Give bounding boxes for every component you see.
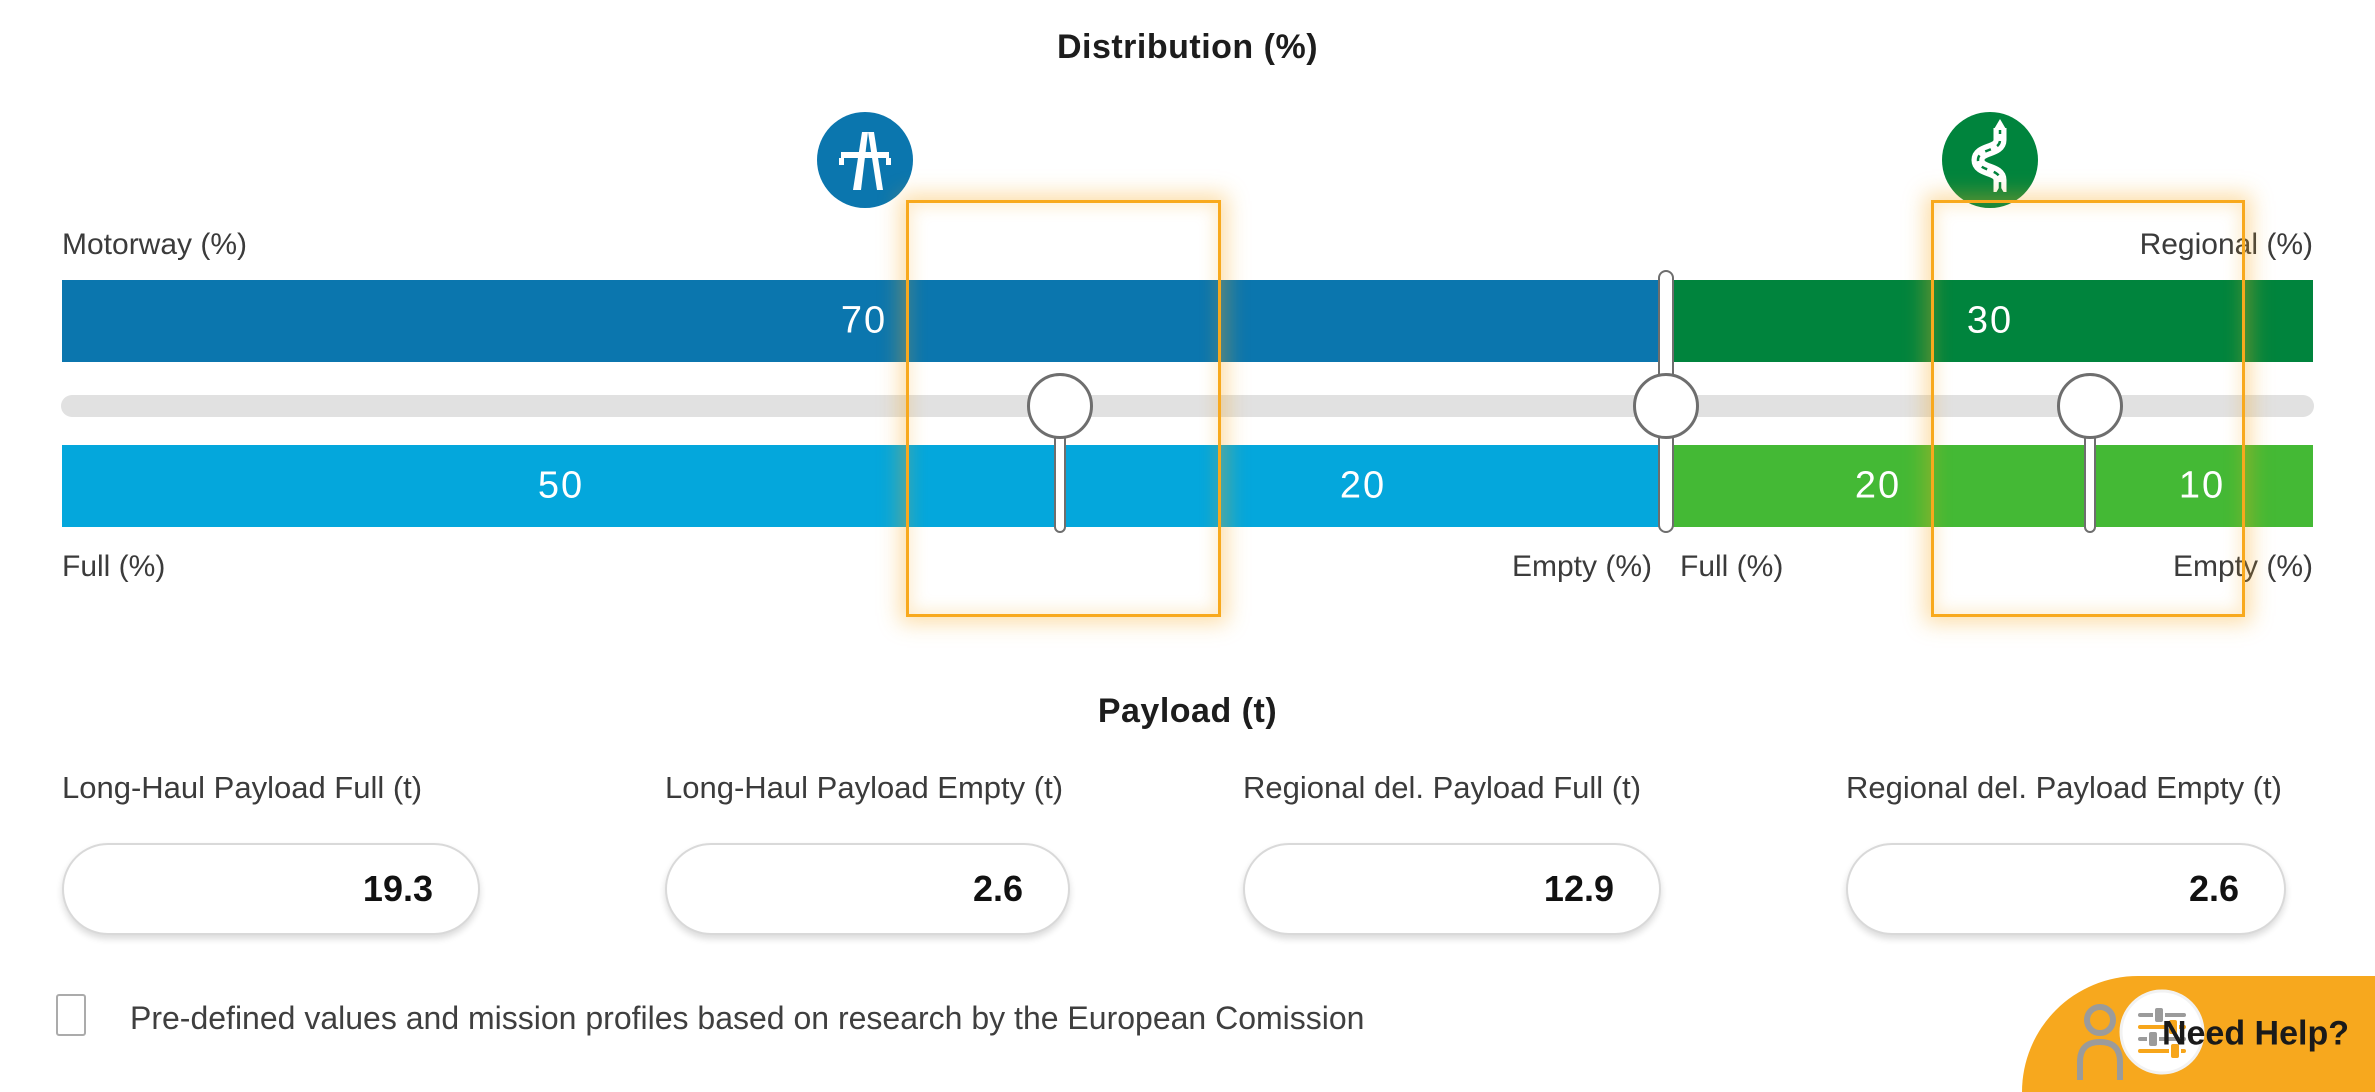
distribution-bar-bottom xyxy=(62,445,2313,527)
distribution-bar-top xyxy=(62,280,2313,362)
regional-full-value: 20 xyxy=(1854,464,1902,507)
need-help-label: Need Help? xyxy=(2161,1014,2349,1053)
regional-focus-highlight xyxy=(1931,200,2245,617)
motorway-full-value: 50 xyxy=(537,464,585,507)
predefined-values-label: Pre-defined values and mission profiles … xyxy=(130,1000,1365,1036)
motorway-full-empty-handle-knob[interactable] xyxy=(1027,373,1093,439)
predefined-values-checkbox[interactable] xyxy=(56,994,86,1036)
longhaul-payload-full-label: Long-Haul Payload Full (t) xyxy=(62,770,423,805)
motorway-full-label: Full (%) xyxy=(62,550,166,583)
motorway-share-value: 70 xyxy=(840,299,888,342)
regional-share-segment xyxy=(1666,280,2313,362)
regional-road-icon-glyph xyxy=(1971,119,2007,198)
motorway-empty-value: 20 xyxy=(1339,464,1387,507)
regional-payload-full-label: Regional del. Payload Full (t) xyxy=(1243,770,1642,805)
slider-track[interactable] xyxy=(61,395,2314,417)
longhaul-payload-empty-label: Long-Haul Payload Empty (t) xyxy=(665,770,1064,805)
payload-title: Payload (t) xyxy=(1097,692,1278,730)
distribution-title: Distribution (%) xyxy=(1056,28,1319,66)
regional-full-empty-handle-knob[interactable] xyxy=(2057,373,2123,439)
motorway-share-segment xyxy=(62,280,1666,362)
motorway-percent-label: Motorway (%) xyxy=(62,228,248,261)
regional-payload-empty-input[interactable] xyxy=(1846,843,2286,935)
regional-road-icon xyxy=(1942,112,2038,208)
motorway-icon xyxy=(817,112,913,208)
regional-full-empty-segment xyxy=(1666,445,2313,527)
regional-full-label: Full (%) xyxy=(1680,550,1784,583)
motorway-icon-glyph xyxy=(839,132,891,190)
regional-payload-empty-label: Regional del. Payload Empty (t) xyxy=(1846,770,2282,805)
help-sliders-person-icon xyxy=(2070,980,2210,1092)
regional-payload-full-input[interactable] xyxy=(1243,843,1661,935)
need-help-button[interactable]: Need Help? xyxy=(2022,976,2375,1092)
motorway-empty-label: Empty (%) xyxy=(1511,550,1652,583)
regional-share-value: 30 xyxy=(1966,299,2014,342)
regional-percent-label: Regional (%) xyxy=(2139,228,2313,261)
regional-empty-value: 10 xyxy=(2178,464,2226,507)
motorway-regional-split-handle-knob[interactable] xyxy=(1633,373,1699,439)
motorway-focus-highlight xyxy=(906,200,1221,617)
longhaul-payload-full-input[interactable] xyxy=(62,843,480,935)
motorway-full-empty-segment xyxy=(62,445,1666,527)
longhaul-payload-empty-input[interactable] xyxy=(665,843,1070,935)
